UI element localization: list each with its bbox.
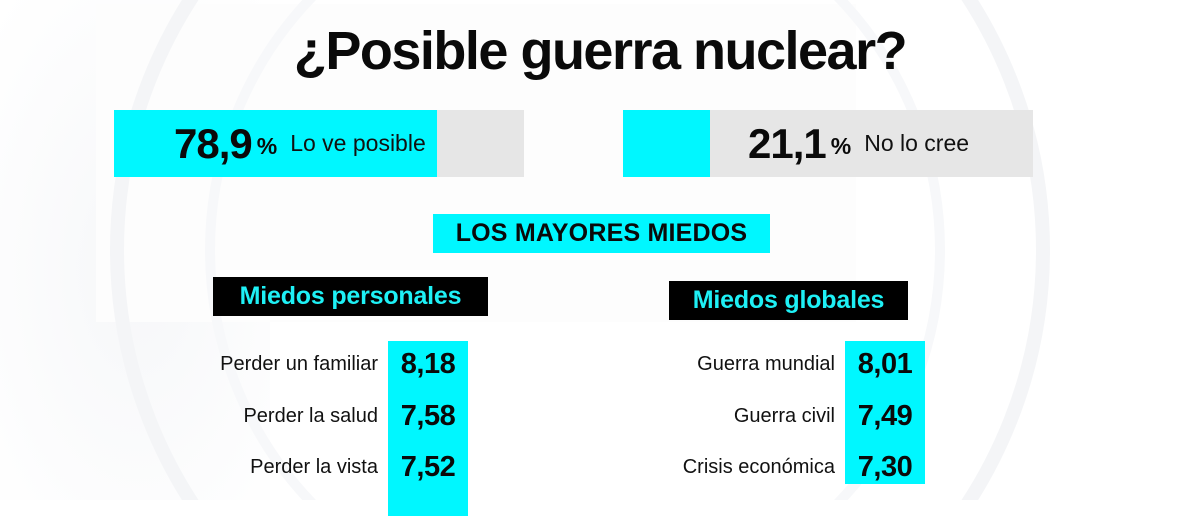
column-header-miedos-personales: Miedos personales: [213, 277, 488, 316]
poll-value-lo-ve-posible: 78,9: [174, 119, 253, 167]
fear-value: 8,18: [400, 347, 456, 380]
poll-bar-no-lo-cree: 21,1 % No lo cree: [623, 110, 1033, 177]
fear-value: 8,01: [857, 347, 913, 380]
value-column-highlight-personal: [388, 341, 468, 516]
infographic-root: ¿Posible guerra nuclear? 78,9 % Lo ve po…: [114, 21, 1033, 516]
column-header-label: Miedos globales: [692, 286, 885, 314]
table-row: Guerra civil 7,49: [669, 390, 925, 442]
fear-value: 7,58: [400, 399, 456, 432]
fear-label: Perder un familiar: [220, 352, 378, 375]
column-header-miedos-globales: Miedos globales: [669, 281, 908, 320]
table-row: Guerra mundial 8,01: [669, 338, 925, 390]
value-column-highlight-global: [845, 341, 925, 484]
table-row: Crisis económica 7,30: [669, 441, 925, 493]
fear-value: 7,52: [400, 450, 456, 483]
poll-bar-content: 21,1 % No lo cree: [623, 110, 1033, 177]
poll-label-lo-ve-posible: Lo ve posible: [290, 130, 426, 156]
fear-label: Guerra mundial: [697, 352, 835, 375]
section-band: LOS MAYORES MIEDOS: [433, 214, 770, 253]
fear-label: Perder la vista: [250, 455, 378, 478]
poll-bar-content: 78,9 % Lo ve posible: [114, 110, 524, 177]
page-title: ¿Posible guerra nuclear?: [293, 21, 908, 81]
poll-bar-lo-ve-posible: 78,9 % Lo ve posible: [114, 110, 524, 177]
table-row: Perder la salud 7,58: [213, 390, 468, 442]
table-row: Perder un familiar 8,18: [213, 338, 468, 390]
table-row: Perder la vista 7,52: [213, 441, 468, 493]
poll-label-no-lo-cree: No lo cree: [864, 130, 970, 156]
section-band-label: LOS MAYORES MIEDOS: [455, 219, 748, 247]
column-header-label: Miedos personales: [239, 282, 462, 310]
percent-sign-icon: %: [256, 133, 278, 159]
poll-value-no-lo-cree: 21,1: [748, 119, 827, 167]
fear-label: Crisis económica: [682, 455, 835, 478]
fear-value: 7,49: [857, 399, 913, 432]
fear-value: 7,30: [857, 450, 913, 483]
percent-sign-icon: %: [830, 133, 852, 159]
fear-label: Guerra civil: [733, 404, 835, 427]
fear-label: Perder la salud: [243, 404, 378, 427]
